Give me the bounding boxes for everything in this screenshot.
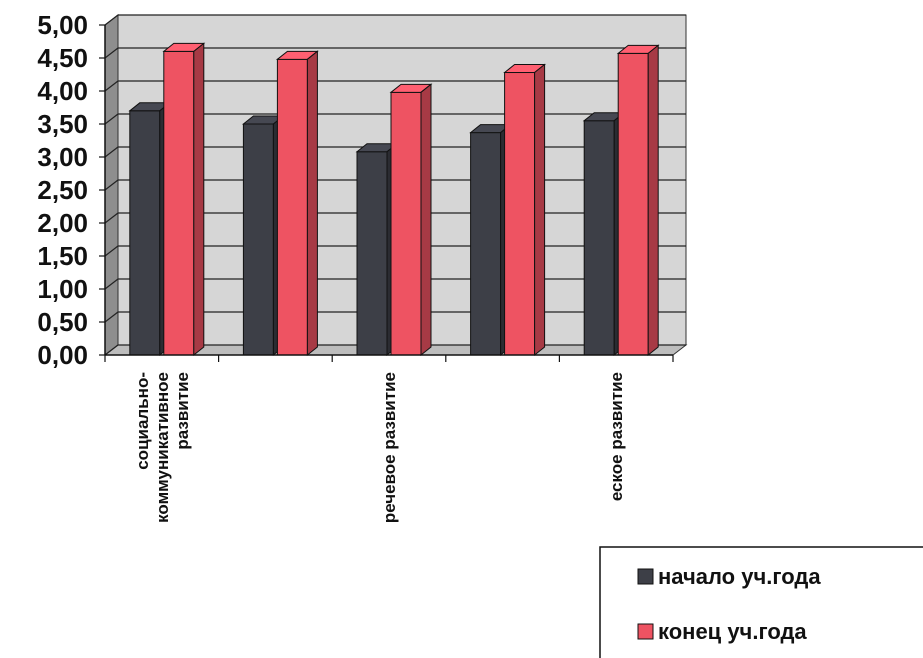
bar — [128, 101, 172, 357]
legend-swatch — [637, 623, 654, 640]
bar-side — [420, 83, 432, 357]
gridline — [104, 47, 686, 59]
legend-label: конец уч.года — [658, 619, 807, 644]
y-tick-label: 1,00 — [37, 274, 88, 304]
bar-front — [470, 132, 502, 356]
bar — [275, 50, 319, 357]
bar — [389, 83, 433, 357]
bars — [128, 42, 660, 357]
category-label: речевое развитие — [380, 372, 399, 523]
gridline — [104, 113, 686, 125]
gridline — [104, 14, 686, 26]
category-label: еское развитие — [607, 372, 626, 501]
bar-front — [356, 151, 388, 356]
bar-front — [163, 50, 195, 356]
bar — [162, 42, 206, 357]
bar-front — [276, 58, 308, 356]
category-label: развитие — [173, 372, 192, 450]
legend-box — [599, 546, 923, 658]
y-tick-label: 3,00 — [37, 142, 88, 172]
y-tick-label: 2,00 — [37, 208, 88, 238]
category-label: социально- — [133, 372, 152, 470]
category-label: коммуникативное — [153, 372, 172, 523]
y-tick-label: 4,00 — [37, 76, 88, 106]
y-tick-label: 5,00 — [37, 10, 88, 40]
legend: начало уч.года конец уч.года — [599, 546, 923, 658]
bar — [616, 44, 660, 357]
bar-side — [534, 63, 546, 357]
y-tick-label: 2,50 — [37, 175, 88, 205]
bar-front — [242, 123, 274, 356]
bar-front — [504, 72, 536, 356]
category-labels: социально-коммуникативное развитие речевое… — [133, 372, 626, 523]
bar-front — [617, 52, 649, 356]
bar-front — [129, 110, 161, 356]
legend-swatch — [637, 568, 654, 585]
gridline — [104, 80, 686, 92]
bar — [503, 63, 547, 357]
y-tick-label: 1,50 — [37, 241, 88, 271]
bar-front — [390, 91, 422, 356]
y-tick-label: 0,50 — [37, 307, 88, 337]
y-tick-label: 4,50 — [37, 43, 88, 73]
y-tick-label: 3,50 — [37, 109, 88, 139]
bar-side — [647, 44, 659, 357]
bar-front — [583, 120, 615, 356]
legend-label: начало уч.года — [658, 564, 821, 589]
axes — [99, 24, 674, 362]
y-tick-labels: 0,000,501,001,502,002,503,003,504,004,50… — [37, 10, 88, 370]
bar-side — [193, 42, 205, 357]
bar-side — [306, 50, 318, 357]
y-tick-label: 0,00 — [37, 340, 88, 370]
